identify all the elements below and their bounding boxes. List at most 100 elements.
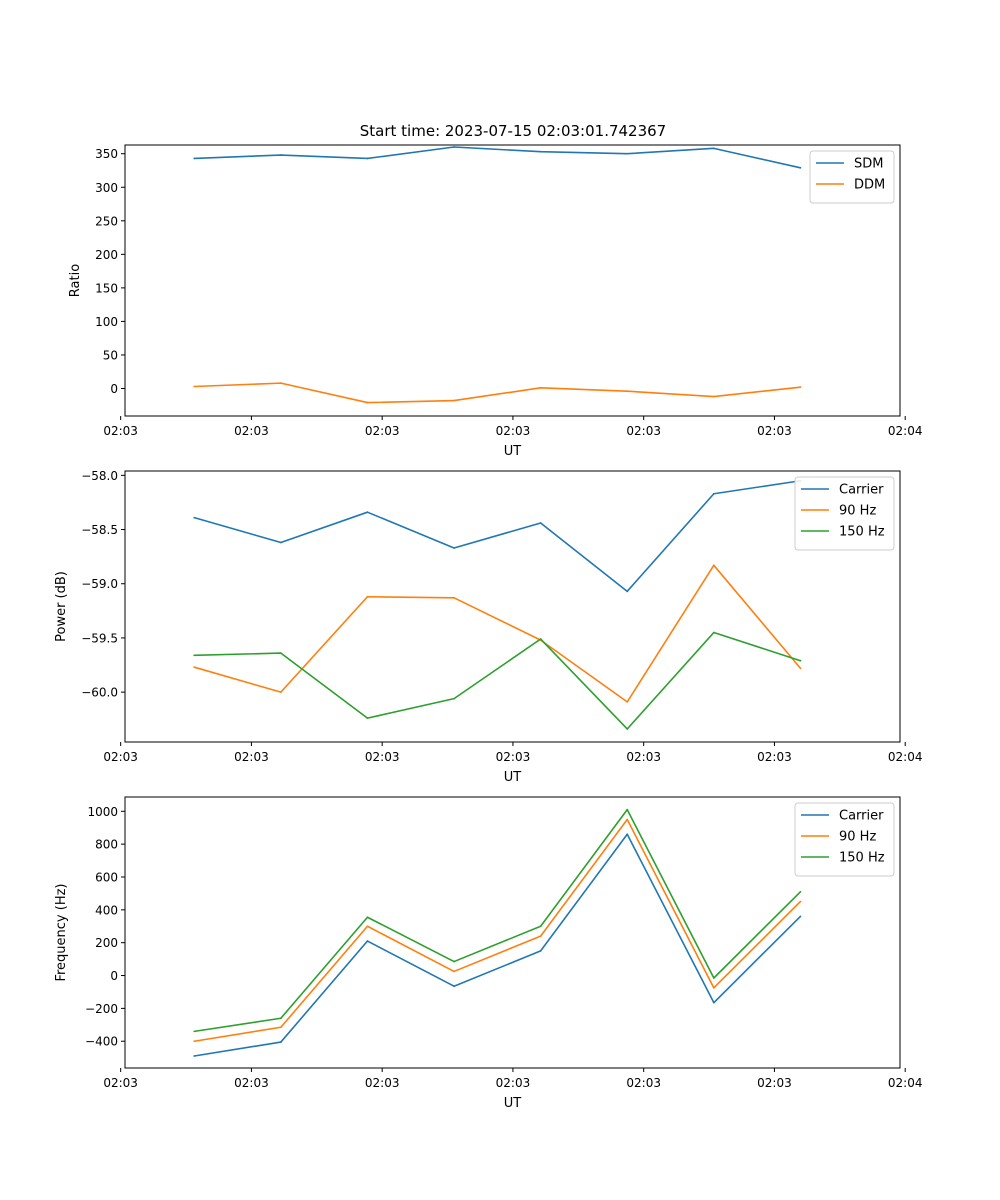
data-point [193,385,196,388]
y-tick-label: −58.5 [81,523,118,537]
x-tick-label: 02:03 [103,1076,138,1090]
data-point [539,638,542,640]
x-tick-label: 02:03 [626,750,661,764]
data-point [366,595,369,598]
data-point [712,631,715,634]
x-tick-label: 02:03 [365,750,400,764]
data-point [453,399,455,402]
legend-label: DDM [854,178,885,193]
data-point [453,985,455,988]
data-point [193,1055,196,1057]
data-point [366,717,369,720]
data-point [799,915,802,918]
subplot-1: 02:03 02:03 02:03 02:03 02:03 02:03 02:04 0 50 10… [68,144,923,459]
data-point [366,940,369,942]
y-tick-label: −59.0 [81,577,118,591]
y-axis-label: Frequency (Hz) [54,883,69,981]
y-tick-label: 0 [110,969,118,983]
x-tick-label: 02:03 [496,750,531,764]
data-point [712,564,715,567]
data-point [279,1017,282,1020]
data-point [366,925,369,928]
data-point [279,154,282,156]
y-axis-label: Power (dB) [54,571,69,642]
legend: Carrier 90 Hz 150 Hz [794,802,895,877]
data-point [626,818,629,821]
x-tick-label: 02:03 [234,424,269,438]
x-tick-label: 02:03 [103,750,138,764]
data-point [539,925,542,928]
y-tick-label: −59.5 [81,631,118,645]
x-tick-label: 02:04 [888,1076,923,1090]
x-tick-label: 02:04 [888,750,923,764]
y-tick-label: 200 [95,248,118,262]
legend-label: 90 Hz [839,830,876,845]
data-point [193,157,196,160]
legend-label: 150 Hz [839,525,885,540]
series-line-carrier [194,479,801,593]
data-point [453,697,455,700]
data-point [539,935,542,938]
y-tick-label: 200 [95,936,118,950]
data-point [799,659,802,662]
x-tick-label: 02:03 [757,424,792,438]
data-point [453,970,455,973]
y-tick-label: 400 [95,903,118,917]
data-point [453,146,455,148]
x-tick-label: 02:03 [103,424,138,438]
data-point [712,395,715,398]
data-point [366,157,369,160]
subplot-2: 02:03 02:03 02:03 02:03 02:03 02:03 02:04 −60.0… [54,469,922,785]
data-point [193,1040,196,1043]
y-tick-label: −60.0 [81,686,118,700]
series-line-ddm [194,382,801,404]
legend-box [809,150,895,204]
data-point [799,667,802,670]
y-axis-label: Ratio [68,264,83,297]
data-point [626,152,629,155]
series-line-150-hz [194,631,801,730]
x-axis-label: UT [504,1096,522,1111]
subplots: 02:03 02:03 02:03 02:03 02:03 02:03 02:04 0 50 10… [54,144,923,1111]
legend: SDM DDM [809,150,895,204]
data-point [279,652,282,655]
data-point [712,147,715,150]
data-point [539,150,542,153]
x-tick-label: 02:04 [888,424,923,438]
data-point [539,386,542,389]
y-tick-label: 0 [110,382,118,396]
data-point [626,833,629,836]
y-tick-label: 150 [95,281,118,295]
y-tick-label: 300 [95,181,118,195]
y-tick-label: −400 [85,1035,118,1049]
legend: Carrier 90 Hz 150 Hz [794,476,895,551]
data-point [626,728,629,730]
data-point [279,1026,282,1029]
data-point [799,900,802,903]
data-point [712,492,715,495]
data-point [279,382,282,385]
data-point [712,977,715,979]
x-tick-label: 02:03 [757,1076,792,1090]
legend-label: 90 Hz [839,504,876,519]
data-point [279,541,282,544]
y-tick-label: −58.0 [81,469,118,483]
legend-label: Carrier [839,483,884,498]
data-point [279,691,282,694]
x-axis-label: UT [504,770,522,785]
x-tick-label: 02:03 [365,424,400,438]
series-line-sdm [194,146,801,169]
data-point [453,596,455,599]
y-tick-label: 250 [95,214,118,228]
legend-label: Carrier [839,809,884,824]
data-point [366,511,369,514]
data-point [193,516,196,519]
y-tick-label: 350 [95,147,118,161]
x-axis-label: UT [504,444,522,459]
y-tick-label: −200 [85,1002,118,1016]
data-point [626,808,629,811]
data-point [626,390,629,393]
data-point [193,1030,196,1033]
data-point [799,166,802,169]
y-tick-label: 600 [95,870,118,884]
